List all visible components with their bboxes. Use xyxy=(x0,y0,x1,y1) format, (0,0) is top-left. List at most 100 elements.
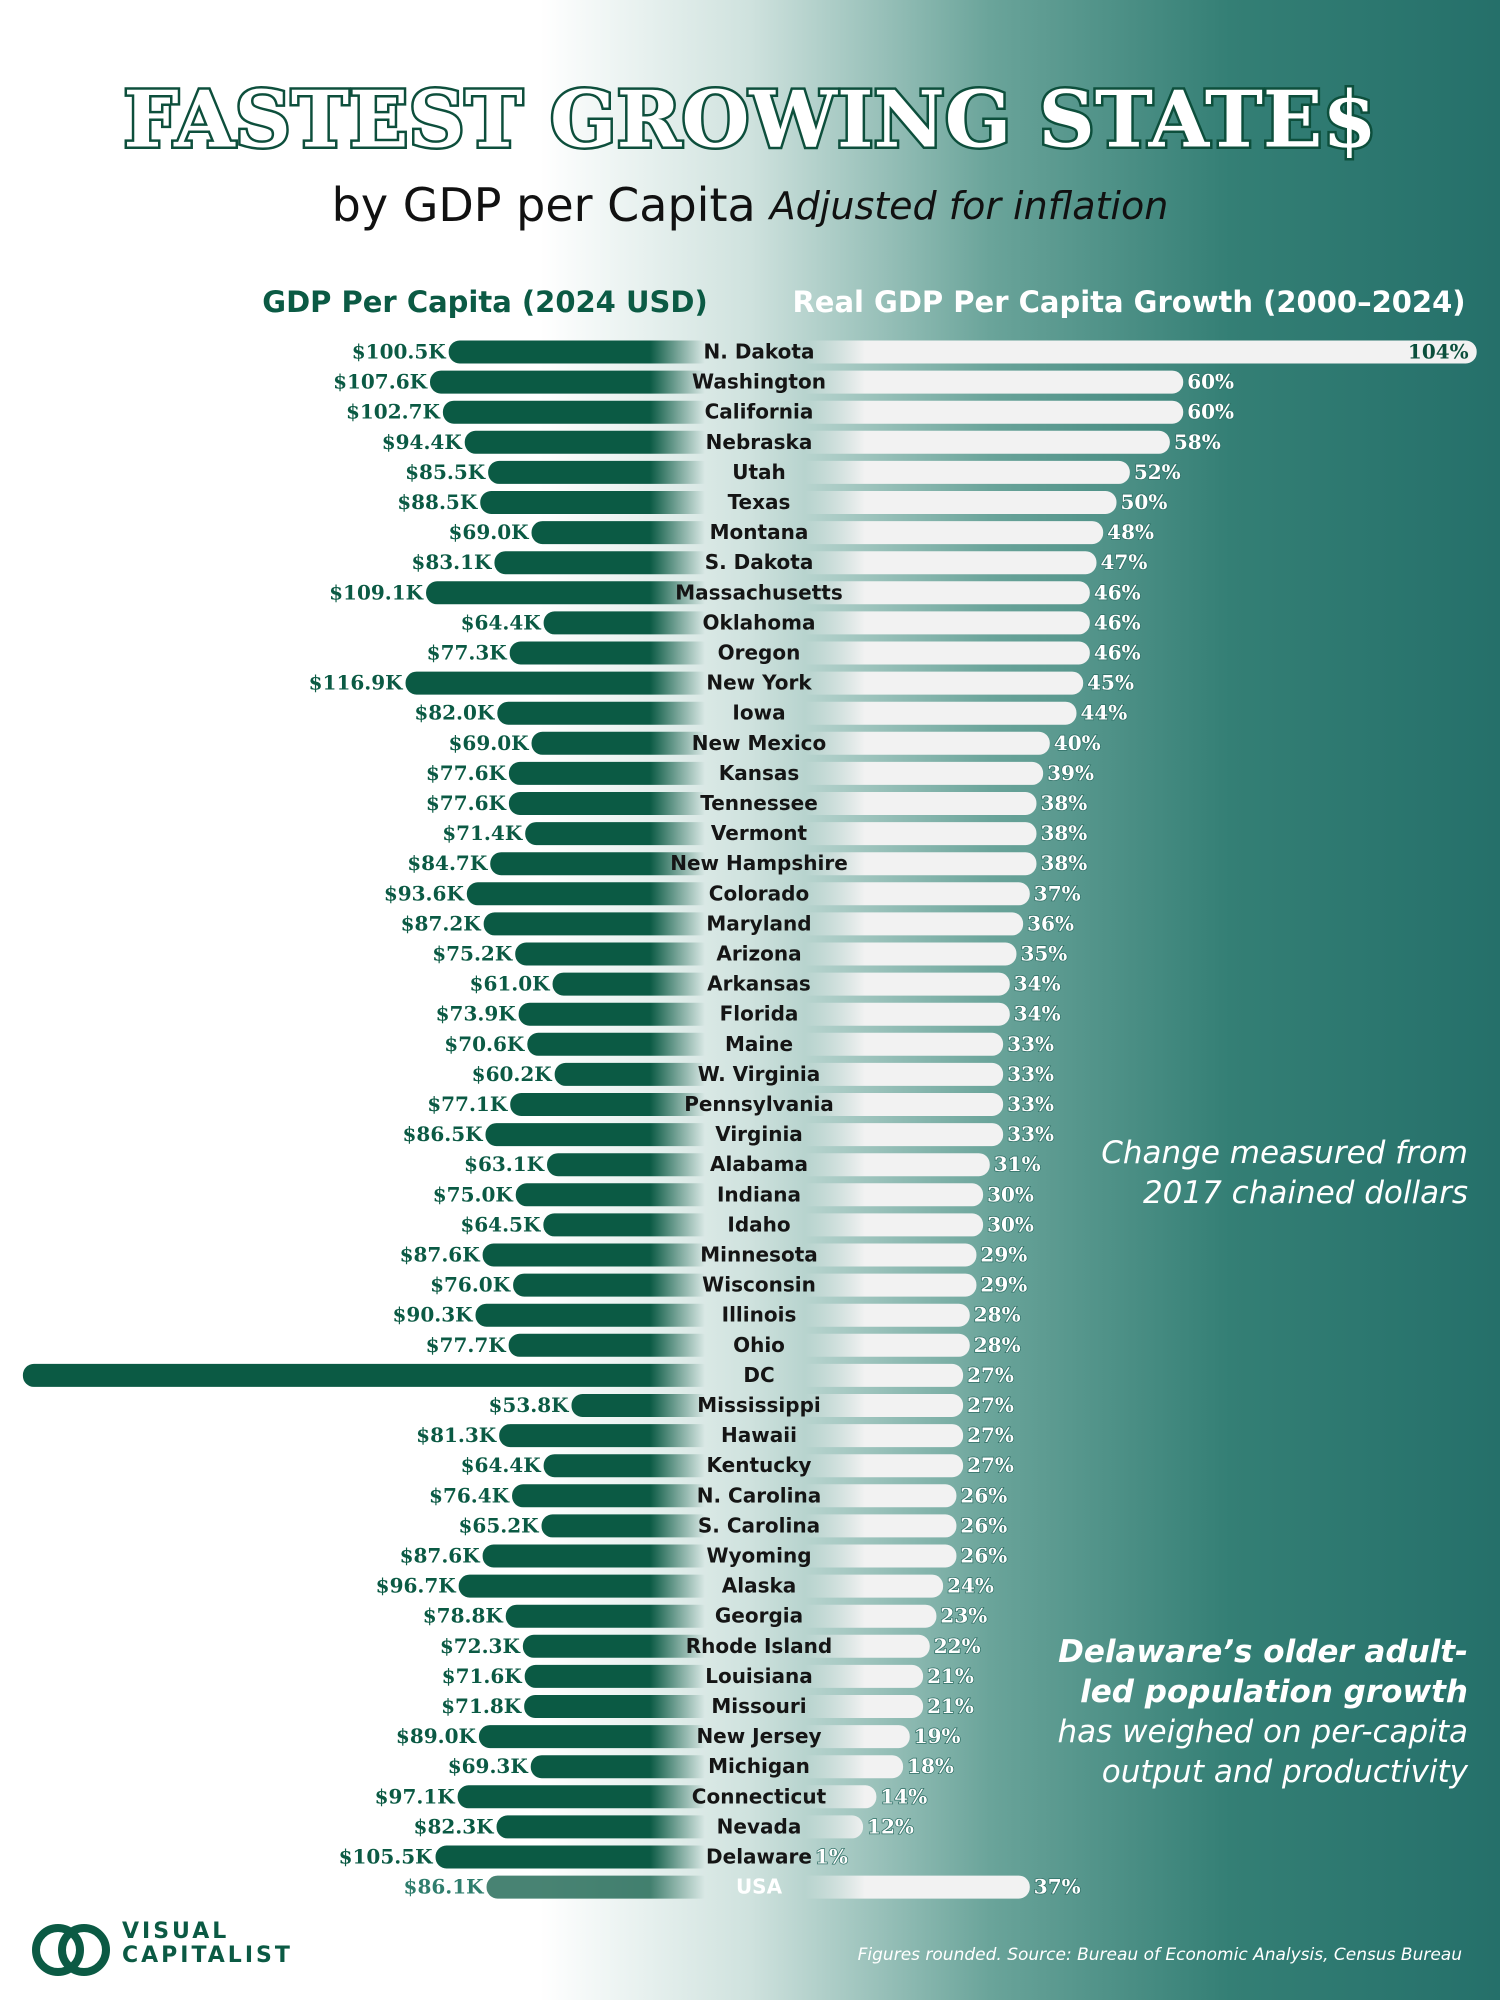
category-label: New Mexico xyxy=(692,731,827,755)
gdp-label: $87.2K xyxy=(401,911,482,935)
gdp-label: $93.6K xyxy=(384,881,465,905)
gdp-label: $89.0K xyxy=(396,1724,477,1748)
category-label: Arkansas xyxy=(707,972,811,996)
category-label: S. Dakota xyxy=(705,550,814,574)
growth-label: 37% xyxy=(1034,1875,1081,1899)
gdp-label: $83.1K xyxy=(411,550,492,574)
growth-label: 22% xyxy=(934,1634,981,1658)
growth-bar xyxy=(783,1032,1004,1056)
gdp-label: $97.1K xyxy=(375,1784,456,1808)
growth-bar xyxy=(783,370,1184,394)
growth-label: 34% xyxy=(1014,1002,1061,1026)
growth-label: 38% xyxy=(1040,791,1087,815)
growth-bar xyxy=(783,1363,964,1387)
category-label: Georgia xyxy=(715,1604,803,1628)
category-label: Kansas xyxy=(719,761,800,785)
category-label: Arizona xyxy=(716,942,801,966)
category-label: Michigan xyxy=(708,1754,810,1778)
growth-label: 24% xyxy=(947,1574,994,1598)
gdp-bar xyxy=(435,1845,713,1869)
growth-label: 26% xyxy=(960,1544,1007,1568)
growth-bar xyxy=(783,491,1117,514)
gdp-bar xyxy=(426,581,713,605)
gdp-label: $100.5K xyxy=(352,340,447,364)
category-label: Idaho xyxy=(727,1212,790,1236)
gdp-label: $70.6K xyxy=(444,1032,525,1056)
growth-bar xyxy=(783,731,1050,755)
growth-label: 30% xyxy=(987,1182,1034,1206)
gdp-bar xyxy=(496,1815,713,1839)
growth-bar xyxy=(783,521,1104,545)
growth-bar xyxy=(783,1755,904,1779)
growth-label: 14% xyxy=(880,1784,927,1808)
category-label: DC xyxy=(743,1363,774,1387)
gdp-label: $94.4K xyxy=(382,430,463,454)
category-label: Wisconsin xyxy=(702,1273,816,1297)
growth-bar xyxy=(783,1574,944,1598)
growth-label: 33% xyxy=(1007,1062,1054,1086)
growth-label: 46% xyxy=(1094,610,1141,634)
growth-label: 27% xyxy=(967,1363,1014,1387)
gdp-bar xyxy=(543,1213,713,1237)
source: Figures rounded. Source: Bureau of Econo… xyxy=(858,1945,1463,1965)
legend-gdp: GDP Per Capita (2024 USD) xyxy=(262,285,707,319)
category-label: Virginia xyxy=(715,1122,803,1146)
logo-mark xyxy=(32,1924,110,1976)
growth-bar xyxy=(783,1514,957,1538)
growth-label: 60% xyxy=(1187,400,1234,424)
category-label: Mississippi xyxy=(697,1393,821,1417)
gdp-label: $77.1K xyxy=(427,1092,508,1116)
growth-label: 38% xyxy=(1040,851,1087,875)
category-label: Connecticut xyxy=(692,1784,827,1808)
growth-bar xyxy=(783,1634,930,1658)
category-label: New York xyxy=(706,671,812,695)
growth-label: 30% xyxy=(987,1212,1034,1236)
growth-bar xyxy=(783,671,1084,695)
growth-label: 45% xyxy=(1087,671,1134,695)
growth-bar xyxy=(783,1303,970,1327)
gdp-bar xyxy=(509,641,713,665)
growth-label: 12% xyxy=(867,1814,914,1838)
growth-label: 28% xyxy=(974,1333,1021,1357)
growth-bar xyxy=(783,761,1044,785)
gdp-bar xyxy=(478,1725,713,1749)
annotation: Delaware’s older adult-led population gr… xyxy=(1030,1632,1468,1792)
gdp-label: $76.0K xyxy=(430,1273,511,1297)
growth-label: 1% xyxy=(815,1845,848,1869)
growth-bar xyxy=(783,1333,970,1357)
growth-bar xyxy=(783,581,1090,605)
gdp-bar xyxy=(480,491,713,514)
gdp-bar xyxy=(525,822,713,846)
gdp-bar xyxy=(499,1424,713,1448)
category-label: Tennessee xyxy=(700,791,818,815)
category-label: S. Carolina xyxy=(698,1513,820,1537)
category-label: W. Virginia xyxy=(698,1062,821,1086)
gdp-label: $64.4K xyxy=(461,1453,542,1477)
growth-label: 48% xyxy=(1107,520,1154,544)
gdp-label: $69.0K xyxy=(449,520,530,544)
gdp-label: $84.7K xyxy=(407,851,488,875)
gdp-label: $102.7K xyxy=(346,400,441,424)
growth-label: 26% xyxy=(960,1513,1007,1537)
category-label: Hawaii xyxy=(721,1423,797,1447)
category-label: Missouri xyxy=(711,1694,806,1718)
growth-bar xyxy=(783,1484,957,1508)
growth-bar xyxy=(783,400,1184,424)
subtitle-main: by GDP per Capita xyxy=(332,178,756,232)
subtitle: by GDP per Capita Adjusted for inflation xyxy=(332,178,1169,232)
growth-bar xyxy=(783,551,1097,575)
chart-title: FASTEST GROWING STATE$ xyxy=(123,75,1376,166)
growth-label: 60% xyxy=(1187,370,1234,394)
gdp-label: $65.2K xyxy=(459,1513,540,1537)
category-label: Nebraska xyxy=(706,430,813,454)
gdp-bar xyxy=(482,1544,713,1568)
category-label: Illinois xyxy=(722,1303,797,1327)
category-label: Indiana xyxy=(717,1182,801,1206)
category-label: Maine xyxy=(725,1032,793,1056)
category-label: Nevada xyxy=(717,1814,802,1838)
growth-bar xyxy=(783,882,1030,906)
gdp-bar xyxy=(508,1333,713,1357)
growth-label: 38% xyxy=(1040,821,1087,845)
gdp-bar xyxy=(486,1875,713,1899)
